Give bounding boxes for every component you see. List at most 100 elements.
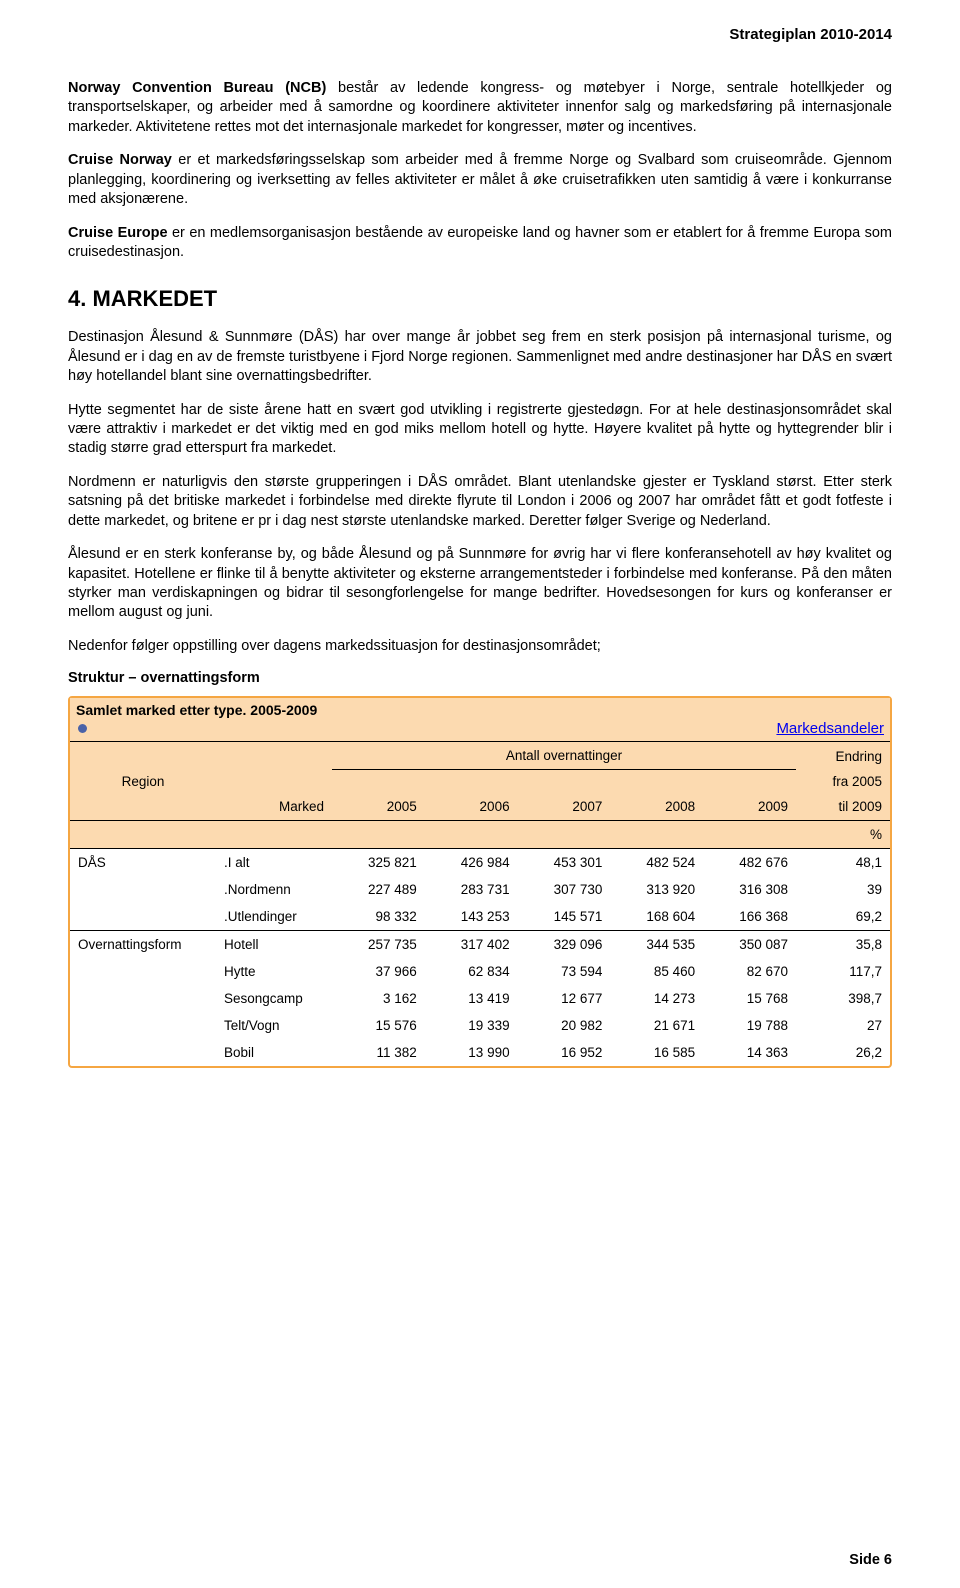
cell-value: 307 730 [518,876,611,903]
table-row: .Nordmenn227 489283 731307 730313 920316… [70,876,890,903]
cell-marked: Bobil [216,1039,332,1066]
cell-endring: 39 [796,876,890,903]
cell-value: 98 332 [332,903,425,931]
cell-value: 313 920 [610,876,703,903]
cell-value: 166 368 [703,903,796,931]
th-2009: 2009 [703,793,796,821]
th-2006: 2006 [425,793,518,821]
cell-marked: .Nordmenn [216,876,332,903]
cell-endring: 398,7 [796,985,890,1012]
cell-value: 227 489 [332,876,425,903]
cruise-norway-label: Cruise Norway [68,152,172,168]
bullet-icon [78,724,87,733]
data-table: Antall overnattinger Endring Region fra … [70,742,890,1066]
cell-value: 426 984 [425,848,518,876]
cell-group [70,1012,216,1039]
table-row: DÅS.I alt325 821426 984453 301482 524482… [70,848,890,876]
table-row: .Utlendinger98 332143 253145 571168 6041… [70,903,890,931]
cell-value: 168 604 [610,903,703,931]
markedsandeler-link[interactable]: Markedsandeler [776,720,884,737]
cell-value: 62 834 [425,958,518,985]
cell-value: 16 952 [518,1039,611,1066]
th-antall: Antall overnattinger [332,742,796,770]
cell-value: 344 535 [610,930,703,958]
table-row: Sesongcamp3 16213 41912 67714 27315 7683… [70,985,890,1012]
cell-marked: Hytte [216,958,332,985]
cell-value: 37 966 [332,958,425,985]
cell-value: 73 594 [518,958,611,985]
paragraph-cruise-europe: Cruise Europe er en medlemsorganisasjon … [68,224,892,263]
subheading-struktur: Struktur – overnattingsform [68,670,892,686]
cell-endring: 27 [796,1012,890,1039]
cell-endring: 26,2 [796,1039,890,1066]
table-row: OvernattingsformHotell257 735317 402329 … [70,930,890,958]
cell-value: 82 670 [703,958,796,985]
cell-marked: Sesongcamp [216,985,332,1012]
cell-value: 85 460 [610,958,703,985]
th-til: til 2009 [796,793,890,821]
th-endring: Endring [796,742,890,770]
table-title: Samlet marked etter type. 2005-2009 [70,698,890,720]
cell-value: 12 677 [518,985,611,1012]
cell-value: 14 273 [610,985,703,1012]
cell-marked: .I alt [216,848,332,876]
cell-endring: 117,7 [796,958,890,985]
cell-value: 283 731 [425,876,518,903]
th-2008: 2008 [610,793,703,821]
cell-value: 453 301 [518,848,611,876]
paragraph-p8: Nedenfor følger oppstilling over dagens … [68,637,892,656]
table-row: Hytte37 96662 83473 59485 46082 670117,7 [70,958,890,985]
cell-value: 482 524 [610,848,703,876]
cell-group [70,985,216,1012]
cell-group: DÅS [70,848,216,876]
section-heading-markedet: 4. MARKEDET [68,286,892,312]
paragraph-p4: Destinasjon Ålesund & Sunnmøre (DÅS) har… [68,328,892,386]
cell-value: 329 096 [518,930,611,958]
th-fra: fra 2005 [796,770,890,793]
cell-value: 21 671 [610,1012,703,1039]
cruise-norway-text: er et markedsføringsselskap som arbeider… [68,152,892,207]
cell-value: 13 990 [425,1039,518,1066]
cell-group [70,958,216,985]
cruise-europe-label: Cruise Europe [68,225,168,241]
cell-value: 19 339 [425,1012,518,1039]
market-table: Samlet marked etter type. 2005-2009 Mark… [68,696,892,1068]
th-region: Region [70,770,216,793]
cell-value: 3 162 [332,985,425,1012]
cell-value: 482 676 [703,848,796,876]
cell-value: 317 402 [425,930,518,958]
page-header-title: Strategiplan 2010-2014 [68,26,892,43]
cell-group [70,1039,216,1066]
paragraph-ncb: Norway Convention Bureau (NCB) består av… [68,79,892,137]
paragraph-p5: Hytte segmentet har de siste årene hatt … [68,401,892,459]
cell-value: 16 585 [610,1039,703,1066]
ncb-label: Norway Convention Bureau (NCB) [68,80,326,96]
cell-value: 13 419 [425,985,518,1012]
cell-value: 316 308 [703,876,796,903]
cell-value: 11 382 [332,1039,425,1066]
table-row: Bobil11 38213 99016 95216 58514 36326,2 [70,1039,890,1066]
cell-value: 325 821 [332,848,425,876]
cell-value: 143 253 [425,903,518,931]
paragraph-cruise-norway: Cruise Norway er et markedsføringsselska… [68,151,892,209]
cruise-europe-text: er en medlemsorganisasjon bestående av e… [68,225,892,260]
th-marked: Marked [216,793,332,821]
cell-endring: 69,2 [796,903,890,931]
cell-value: 15 576 [332,1012,425,1039]
paragraph-p7: Ålesund er en sterk konferanse by, og bå… [68,545,892,623]
cell-marked: Telt/Vogn [216,1012,332,1039]
cell-value: 257 735 [332,930,425,958]
cell-group: Overnattingsform [70,930,216,958]
th-2007: 2007 [518,793,611,821]
cell-value: 145 571 [518,903,611,931]
cell-value: 350 087 [703,930,796,958]
cell-value: 15 768 [703,985,796,1012]
th-2005: 2005 [332,793,425,821]
cell-endring: 48,1 [796,848,890,876]
cell-value: 20 982 [518,1012,611,1039]
page-footer: Side 6 [849,1552,892,1568]
table-link-row: Markedsandeler [70,720,890,742]
cell-marked: .Utlendinger [216,903,332,931]
cell-group [70,903,216,931]
cell-marked: Hotell [216,930,332,958]
